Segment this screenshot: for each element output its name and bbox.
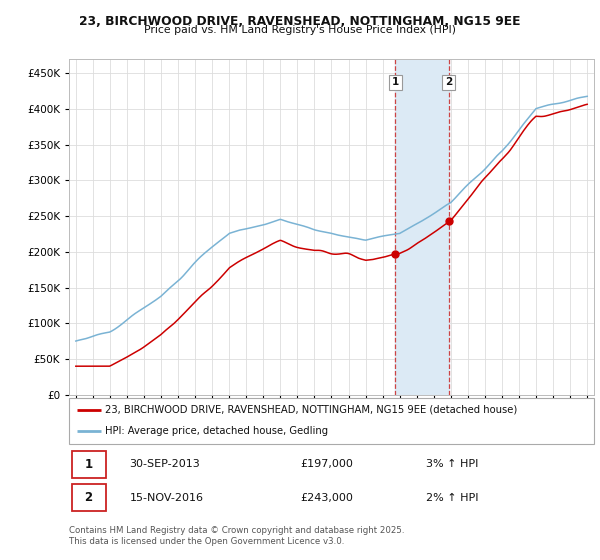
Text: HPI: Average price, detached house, Gedling: HPI: Average price, detached house, Gedl… (105, 426, 328, 436)
FancyBboxPatch shape (71, 451, 106, 478)
Text: £197,000: £197,000 (300, 459, 353, 469)
Text: 1: 1 (85, 458, 92, 471)
Text: 2: 2 (445, 77, 452, 87)
Text: Contains HM Land Registry data © Crown copyright and database right 2025.
This d: Contains HM Land Registry data © Crown c… (69, 526, 404, 546)
Text: 2% ↑ HPI: 2% ↑ HPI (426, 493, 479, 503)
Bar (395, 59, 449, 395)
Text: 1: 1 (392, 77, 399, 87)
Text: 2: 2 (85, 491, 92, 505)
Text: £243,000: £243,000 (300, 493, 353, 503)
Text: Price paid vs. HM Land Registry's House Price Index (HPI): Price paid vs. HM Land Registry's House … (144, 25, 456, 35)
FancyBboxPatch shape (69, 398, 594, 444)
Text: 3% ↑ HPI: 3% ↑ HPI (426, 459, 478, 469)
Text: 23, BIRCHWOOD DRIVE, RAVENSHEAD, NOTTINGHAM, NG15 9EE (detached house): 23, BIRCHWOOD DRIVE, RAVENSHEAD, NOTTING… (105, 405, 517, 415)
Text: 15-NOV-2016: 15-NOV-2016 (130, 493, 203, 503)
Text: 23, BIRCHWOOD DRIVE, RAVENSHEAD, NOTTINGHAM, NG15 9EE: 23, BIRCHWOOD DRIVE, RAVENSHEAD, NOTTING… (79, 15, 521, 27)
Text: 30-SEP-2013: 30-SEP-2013 (130, 459, 200, 469)
FancyBboxPatch shape (71, 484, 106, 511)
